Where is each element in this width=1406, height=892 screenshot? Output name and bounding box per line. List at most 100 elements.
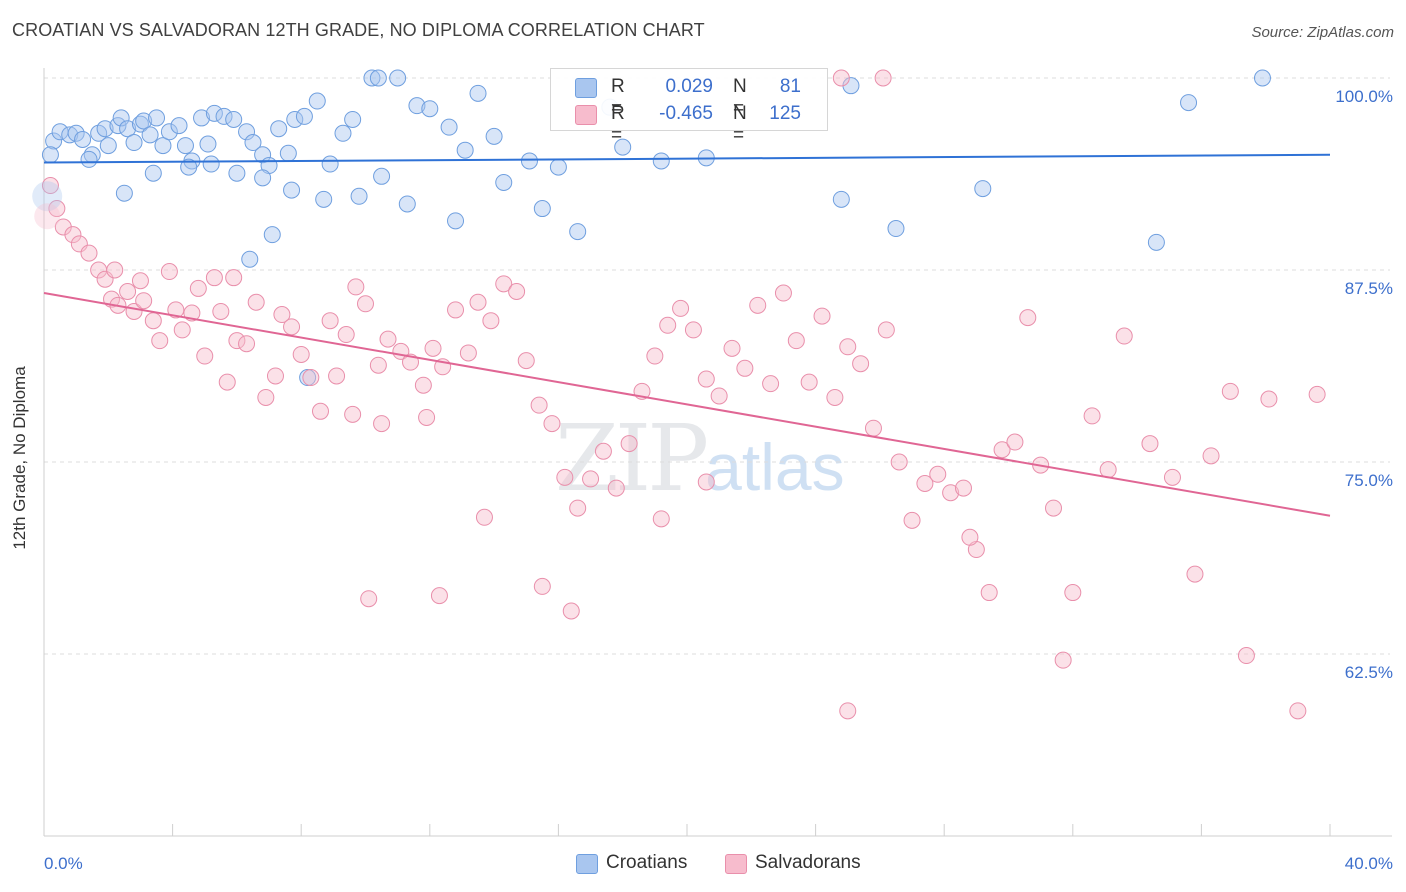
bottom-legend-swatch-salvadorans: [725, 854, 747, 874]
salvadorans-point: [283, 318, 301, 336]
croatians-point: [115, 184, 133, 202]
croatians-point: [180, 158, 198, 176]
croatians-point: [144, 164, 162, 182]
salvadorans-point: [205, 269, 223, 287]
salvadorans-point: [839, 338, 857, 356]
salvadorans-point: [424, 339, 442, 357]
croatians-point: [469, 84, 487, 102]
salvadorans-point: [697, 473, 715, 491]
salvadorans-point: [903, 511, 921, 529]
croatians-point: [45, 132, 63, 150]
salvadorans-point: [257, 388, 275, 406]
salvadorans-point: [1141, 435, 1159, 453]
croatians-point: [112, 109, 130, 127]
salvadorans-point: [961, 528, 979, 546]
croatians-point: [119, 120, 137, 138]
salvadorans-point: [1064, 584, 1082, 602]
salvadorans-point: [852, 355, 870, 373]
salvadorans-point: [607, 479, 625, 497]
croatians-point: [154, 137, 172, 155]
stats-legend: R = 0.029 N = 81 R = -0.465 N = 125: [550, 68, 828, 146]
salvadorans-point: [238, 335, 256, 353]
salvadorans-point: [347, 278, 365, 296]
salvadorans-point: [266, 367, 284, 385]
croatians-point: [350, 187, 368, 205]
x-tick-label: 0.0%: [44, 854, 83, 873]
salvadorans-point: [119, 283, 137, 301]
salvadorans-point: [292, 345, 310, 363]
y-tick-label: 87.5%: [1345, 279, 1393, 298]
salvadorans-point: [418, 408, 436, 426]
salvadorans-point: [495, 275, 513, 293]
legend-r-label: R =: [611, 76, 625, 119]
salvadorans-point: [189, 279, 207, 297]
croatians-point: [263, 226, 281, 244]
croatians-point: [533, 200, 551, 218]
legend-n-label: N =: [733, 76, 747, 119]
salvadorans-point: [620, 435, 638, 453]
salvadorans-point: [1045, 499, 1063, 517]
salvadorans-point: [569, 499, 587, 517]
croatians-point: [99, 137, 117, 155]
salvadorans-point: [1202, 447, 1220, 465]
salvadorans-point-large: [34, 203, 61, 230]
croatians-point: [135, 112, 153, 130]
legend-r-value: 0.029: [665, 76, 713, 97]
salvadorans-point: [475, 508, 493, 526]
croatians-point: [286, 110, 304, 128]
croatians-point: [652, 152, 670, 170]
croatians-trend-line: [43, 153, 1331, 164]
croatians-point: [96, 120, 114, 138]
salvadorans-point: [800, 373, 818, 391]
source-label: Source: ZipAtlas.com: [1251, 24, 1394, 41]
x-tick-label: 40.0%: [1345, 854, 1393, 873]
salvadorans-point: [929, 465, 947, 483]
croatians-point: [887, 220, 905, 238]
croatians-point: [238, 123, 256, 141]
salvadorans-point: [826, 388, 844, 406]
salvadorans-point: [864, 419, 882, 437]
legend-r-label: R =: [611, 103, 625, 146]
salvadorans-point: [652, 510, 670, 528]
croatians-point: [254, 146, 272, 164]
croatians-point: [125, 134, 143, 152]
salvadorans-point: [646, 347, 664, 365]
croatians-point: [254, 169, 272, 187]
croatians-point: [321, 155, 339, 173]
croatians-point: [80, 150, 98, 168]
salvadorans-point: [48, 200, 66, 218]
legend-n-label: N =: [733, 103, 747, 146]
croatians-point: [974, 180, 992, 198]
watermark-zip: ZIP: [555, 405, 709, 512]
croatians-point: [228, 164, 246, 182]
croatians-point: [193, 109, 211, 127]
salvadorans-point: [273, 306, 291, 324]
salvadorans-point: [135, 292, 153, 310]
salvadorans-point: [344, 405, 362, 423]
salvadorans-point: [659, 316, 677, 334]
croatians-point: [398, 195, 416, 213]
salvadorans-point: [530, 396, 548, 414]
croatians-point: [141, 126, 159, 144]
croatians-point: [283, 181, 301, 199]
salvadorans-point: [144, 312, 162, 330]
bottom-legend-label-croatians: Croatians: [606, 852, 688, 873]
croatians-point: [614, 138, 632, 156]
croatians-point: [1253, 69, 1271, 87]
salvadorans-point: [328, 367, 346, 385]
salvadorans-point: [533, 577, 551, 595]
salvadorans-point: [311, 402, 329, 420]
salvadorans-point: [684, 321, 702, 339]
croatians-point: [373, 167, 391, 185]
salvadorans-point: [167, 301, 185, 319]
salvadorans-point: [1289, 702, 1307, 720]
croatians-point: [170, 117, 188, 135]
salvadorans-point: [832, 69, 850, 87]
salvadorans-point: [890, 453, 908, 471]
croatians-point: [363, 69, 381, 87]
y-tick-label: 75.0%: [1345, 471, 1393, 490]
salvadorans-point: [980, 584, 998, 602]
salvadorans-point: [64, 226, 82, 244]
salvadorans-point: [173, 321, 191, 339]
